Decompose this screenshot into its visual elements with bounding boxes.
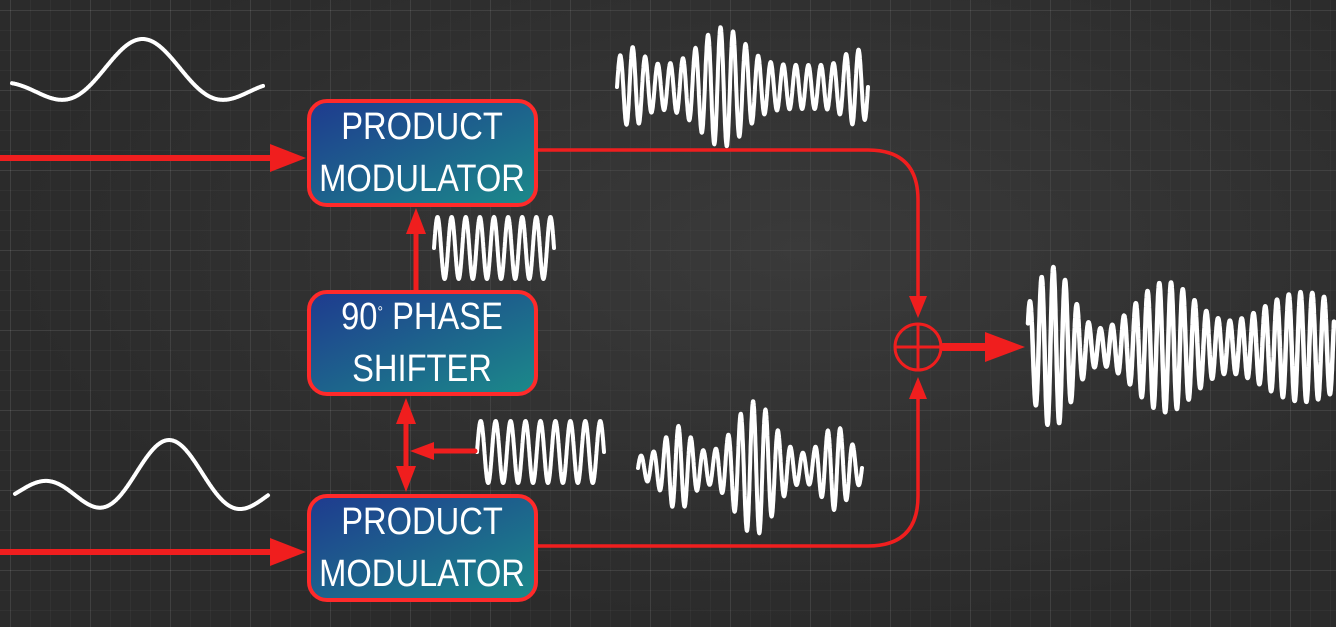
- top-modulator-block: [307, 99, 538, 207]
- top-adder-arrowhead: [909, 296, 927, 318]
- carrier-feed-arrowhead: [410, 442, 434, 460]
- bottom-path-to-adder: [534, 393, 920, 548]
- shifter-to-modulator-arrowhead: [406, 208, 426, 234]
- signal-paths: [0, 144, 1025, 566]
- input-arrowhead-top: [270, 144, 306, 172]
- carrier-waveform: [475, 419, 606, 485]
- shifted-carrier-waveform: [432, 215, 556, 281]
- input-arrowhead-bottom: [270, 538, 306, 566]
- output-waveform: [1025, 264, 1336, 428]
- adder-output-arrowhead: [985, 332, 1025, 362]
- message-waveform-top: [10, 37, 265, 102]
- modulated-waveform-top: [615, 25, 870, 149]
- blocks: [307, 99, 538, 602]
- carrier-arrowhead-down: [396, 466, 416, 492]
- adder: +: [893, 322, 943, 372]
- bottom-modulator-block: [307, 494, 538, 602]
- top-path-to-adder: [534, 148, 920, 302]
- message-waveform-bottom: [13, 438, 270, 511]
- modulated-waveform-bottom: [636, 399, 864, 536]
- phase-shifter-block: [307, 290, 538, 396]
- waveform-group: [10, 25, 1336, 536]
- bottom-adder-arrowhead: [909, 377, 927, 399]
- carrier-arrowhead-up: [396, 398, 416, 424]
